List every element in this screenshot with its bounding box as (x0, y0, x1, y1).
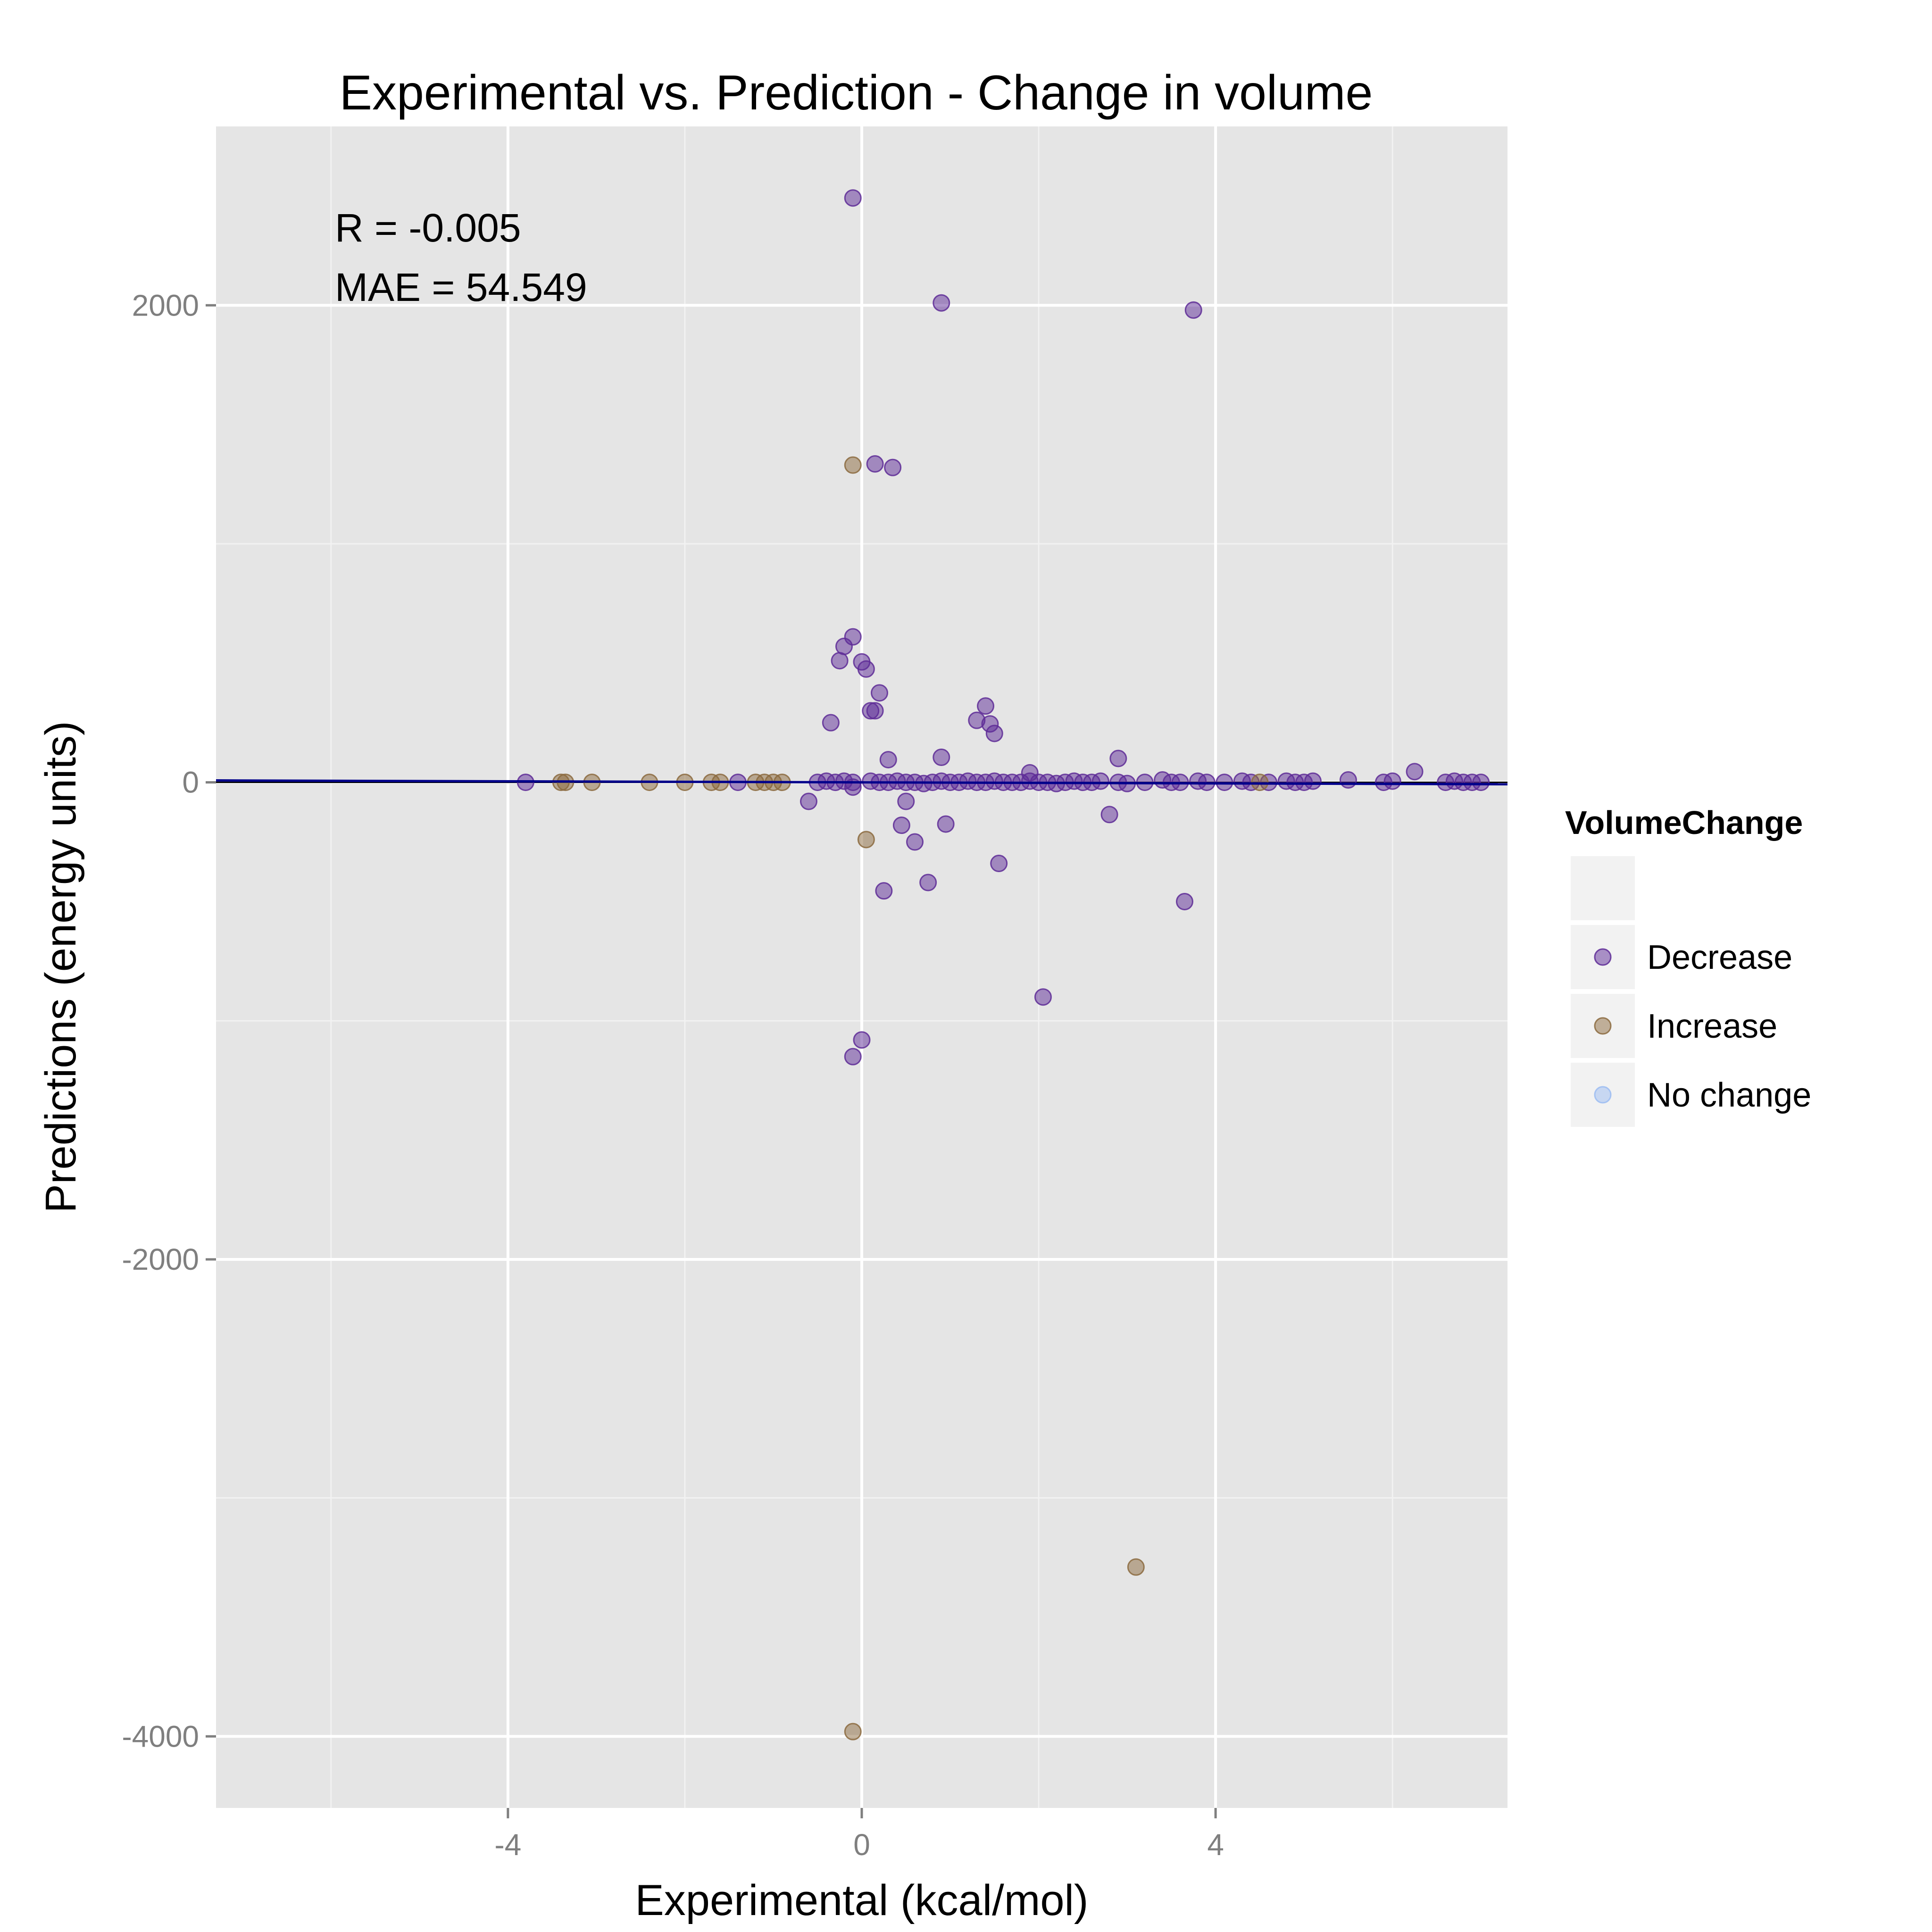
point-decrease (892, 816, 910, 834)
annotation-r: R = -0.005 (335, 206, 521, 250)
point-decrease (844, 189, 862, 207)
point-decrease (875, 882, 893, 900)
point-decrease (853, 1031, 871, 1049)
point-decrease (1304, 772, 1322, 790)
points-layer (216, 189, 1508, 1740)
point-decrease (1091, 772, 1109, 790)
legend-label: Decrease (1647, 939, 1792, 976)
point-decrease (884, 458, 902, 476)
y-tick-label: -2000 (122, 1242, 199, 1276)
fit-line (216, 779, 1508, 786)
x-tick-label: -4 (494, 1828, 521, 1862)
legend-symbol (1594, 1086, 1612, 1104)
point-decrease (879, 751, 897, 769)
annotation-mae: MAE = 54.549 (335, 265, 587, 309)
y-axis-title: Predictions (energy units) (37, 721, 85, 1213)
point-decrease (897, 792, 915, 810)
point-decrease (985, 724, 1003, 742)
point-increase (844, 456, 862, 474)
point-increase (844, 1723, 862, 1740)
point-decrease (835, 637, 853, 655)
y-tick-label: 0 (182, 766, 199, 799)
y-tick-label: -4000 (122, 1719, 199, 1753)
legend-label: No change (1647, 1076, 1811, 1114)
point-decrease (822, 714, 840, 732)
point-decrease (1100, 806, 1118, 824)
legend-symbol (1594, 948, 1612, 966)
x-tick-label: 4 (1207, 1828, 1224, 1862)
legend-label: Increase (1647, 1008, 1777, 1045)
point-increase (1127, 1558, 1145, 1576)
point-decrease (1109, 749, 1127, 767)
y-axis-ticks: -4000 -2000 0 2000 (122, 288, 216, 1753)
point-decrease (866, 455, 884, 473)
point-decrease (1339, 771, 1357, 789)
legend-title: VolumeChange (1565, 804, 1803, 841)
point-decrease (1034, 988, 1052, 1006)
point-decrease (1406, 763, 1424, 781)
x-tick-label: 0 (853, 1828, 870, 1862)
y-tick-label: 2000 (132, 288, 199, 322)
point-decrease (857, 660, 875, 678)
point-decrease (1184, 301, 1202, 319)
x-axis-title: Experimental (kcal/mol) (635, 1876, 1088, 1924)
point-decrease (871, 684, 889, 702)
legend: VolumeChange Decrease Increase No change (1565, 804, 1811, 1127)
point-decrease (1383, 772, 1401, 790)
point-decrease (799, 792, 817, 810)
point-decrease (933, 294, 950, 312)
point-decrease (844, 1048, 862, 1066)
point-decrease (933, 749, 950, 766)
point-decrease (937, 815, 955, 833)
chart-title: Experimental vs. Prediction - Change in … (340, 66, 1373, 120)
point-decrease (977, 697, 995, 715)
point-decrease (1472, 774, 1490, 791)
x-axis-ticks: -4 0 4 (494, 1808, 1224, 1862)
legend-key (1571, 856, 1635, 920)
point-decrease (1176, 892, 1193, 910)
legend-items: Decrease Increase No change (1571, 856, 1811, 1127)
point-decrease (990, 855, 1008, 873)
point-increase (857, 831, 875, 849)
point-decrease (831, 652, 849, 670)
point-decrease (866, 702, 884, 720)
point-decrease (919, 874, 937, 891)
major-gridlines (216, 126, 1507, 1808)
legend-symbol (1594, 1017, 1612, 1035)
point-decrease (906, 833, 924, 851)
